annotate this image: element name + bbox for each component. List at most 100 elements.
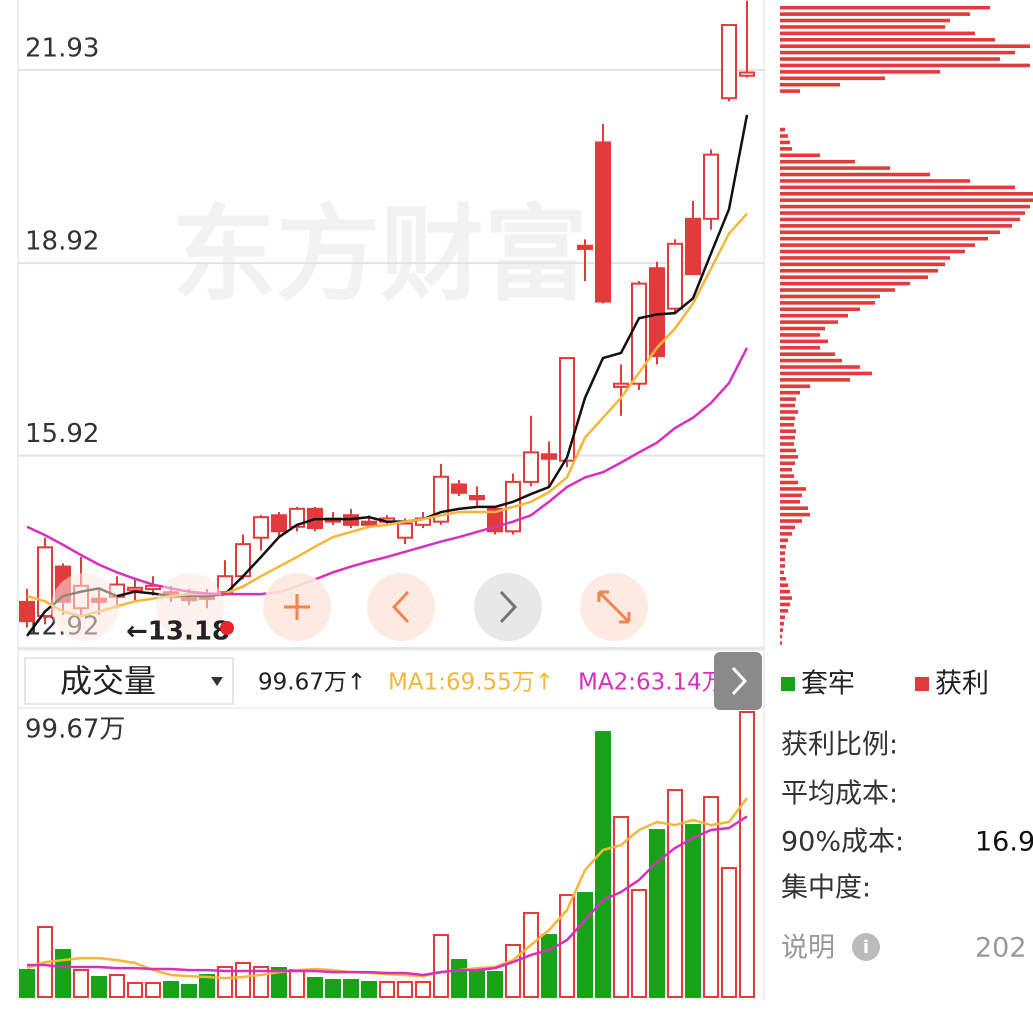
ma-line bbox=[26, 347, 749, 596]
candle-body bbox=[685, 217, 701, 275]
chip-bar bbox=[780, 551, 785, 555]
chip-bar bbox=[780, 76, 885, 81]
chip-bar bbox=[780, 191, 1033, 196]
left-icon bbox=[391, 590, 410, 624]
plus-icon bbox=[284, 594, 310, 620]
volume-bar bbox=[577, 892, 593, 998]
chip-bar bbox=[780, 455, 798, 459]
volume-chart bbox=[19, 711, 755, 999]
chip-bar bbox=[780, 44, 1030, 48]
volume-bar bbox=[325, 979, 341, 999]
volume-bar bbox=[307, 977, 323, 999]
chip-bar bbox=[780, 390, 800, 395]
chip-bar bbox=[780, 557, 785, 562]
chip-bar bbox=[780, 89, 800, 93]
volume-bar bbox=[649, 829, 665, 999]
volume-value: 99.67万↑ bbox=[258, 670, 366, 696]
chip-bar bbox=[780, 487, 806, 491]
chip-bar bbox=[780, 236, 988, 241]
volume-bar bbox=[631, 889, 647, 999]
chip-bar bbox=[780, 474, 794, 478]
chip-bar bbox=[780, 313, 848, 318]
ma-line bbox=[26, 212, 748, 618]
chip-bar bbox=[780, 467, 792, 472]
button[interactable] bbox=[156, 573, 224, 641]
chip-bar bbox=[780, 339, 828, 344]
chip-bar bbox=[780, 281, 910, 286]
chip-bar bbox=[780, 602, 790, 607]
volume-bar bbox=[199, 974, 215, 998]
candle-body bbox=[289, 507, 305, 528]
volume-bar bbox=[109, 974, 125, 998]
chip-bar bbox=[780, 153, 820, 158]
volume-bar bbox=[739, 711, 755, 998]
candle-body bbox=[127, 586, 143, 592]
chip-bar bbox=[780, 249, 965, 254]
chip-bar bbox=[780, 288, 895, 292]
selector-label: 成交量 bbox=[60, 662, 156, 700]
candle-body bbox=[19, 600, 35, 623]
legend-swatch bbox=[781, 677, 795, 691]
info-glyph: i bbox=[863, 937, 869, 958]
chip-bar bbox=[780, 525, 795, 530]
chip-bar bbox=[780, 198, 1033, 202]
chip-bar bbox=[780, 18, 950, 23]
legend-label: 套牢 bbox=[801, 669, 855, 700]
volume-bar bbox=[271, 967, 287, 998]
candle-body bbox=[451, 483, 467, 494]
y-tick-label: 15.92 bbox=[25, 419, 99, 449]
chip-bar bbox=[780, 532, 792, 536]
button[interactable] bbox=[51, 573, 119, 641]
candle-body bbox=[271, 514, 287, 533]
chip-bar bbox=[780, 262, 945, 267]
candle-body bbox=[613, 382, 629, 388]
info-icon[interactable] bbox=[852, 933, 880, 961]
chip-bar bbox=[780, 538, 788, 543]
candle-body bbox=[37, 546, 53, 617]
y-tick-label: 18.92 bbox=[25, 227, 99, 257]
candle-body bbox=[361, 520, 377, 526]
prev-button[interactable] bbox=[367, 573, 435, 641]
chip-bar bbox=[780, 185, 1015, 190]
chip-bar bbox=[780, 140, 790, 145]
chip-bar bbox=[780, 50, 1015, 55]
chip-bar bbox=[780, 422, 794, 427]
chip-bar bbox=[780, 589, 790, 594]
right-icon bbox=[499, 590, 518, 624]
stat-label: 获利比例: bbox=[781, 730, 898, 761]
indicator-selector[interactable] bbox=[24, 657, 234, 705]
candle-body bbox=[631, 282, 647, 385]
volume-bar bbox=[73, 969, 89, 998]
volume-bar bbox=[145, 981, 161, 999]
last-price-annotation: ←13.18 bbox=[126, 617, 230, 647]
volume-ma-line bbox=[27, 815, 748, 977]
next-button[interactable] bbox=[474, 573, 542, 641]
watermark: 东方财富 bbox=[172, 193, 588, 315]
chip-bar bbox=[780, 378, 850, 382]
chip-bar bbox=[780, 211, 1025, 215]
chip-bar bbox=[780, 256, 950, 260]
chip-bar bbox=[780, 480, 798, 485]
volume-bar bbox=[685, 824, 701, 998]
chip-bar bbox=[780, 5, 990, 10]
note-link[interactable]: 说明 bbox=[781, 933, 835, 964]
chip-bar bbox=[780, 544, 786, 549]
chip-bar bbox=[780, 243, 975, 247]
chip-bar bbox=[780, 596, 792, 600]
chip-bar bbox=[780, 301, 875, 305]
chip-bar bbox=[780, 384, 810, 389]
chip-bar bbox=[780, 641, 782, 645]
ma1-value: MA1:69.55万↑ bbox=[388, 670, 554, 696]
chip-bar bbox=[780, 57, 1000, 61]
chip-bar bbox=[780, 320, 838, 324]
chip-bar bbox=[780, 326, 825, 331]
expand-button[interactable] bbox=[714, 652, 762, 710]
volume-bar bbox=[55, 949, 71, 999]
chip-bar bbox=[780, 345, 820, 350]
volume-bar bbox=[505, 944, 521, 998]
chip-bar bbox=[780, 628, 783, 632]
chip-bar bbox=[780, 512, 810, 517]
volume-bar bbox=[415, 981, 431, 998]
